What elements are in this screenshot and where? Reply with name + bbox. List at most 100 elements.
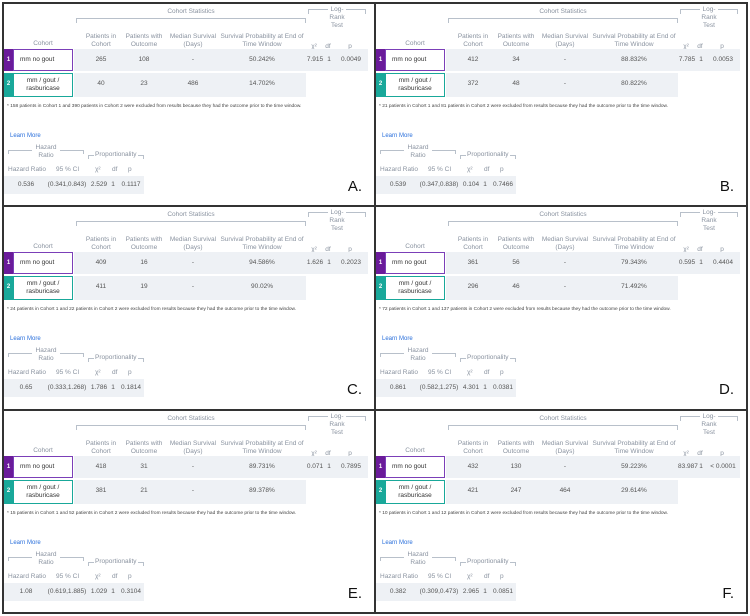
df-value: 1 (483, 384, 487, 392)
row-band-logrank (678, 49, 740, 71)
median-survival-header: Median Survival (Days) (169, 236, 217, 252)
row-band-logrank (678, 252, 740, 275)
cohort-statistics-header: Cohort Statistics (526, 414, 600, 423)
learn-more-link[interactable]: Learn More (382, 539, 413, 546)
learn-more-link[interactable]: Learn More (382, 133, 413, 139)
cohort-header: Cohort (33, 243, 53, 251)
p-value: 0.0381 (493, 384, 513, 392)
cohort-name: mm no gout (13, 49, 73, 71)
median-survival-value: - (563, 259, 567, 267)
ci-value: (0.341,0.843) (47, 181, 87, 188)
row-band (74, 49, 306, 71)
proportionality-title: Proportionality (94, 557, 138, 565)
patients-in-cohort-value: 418 (95, 462, 107, 470)
median-survival-value: - (563, 462, 567, 470)
p-header: p (500, 166, 504, 173)
patients-in-cohort-value: 432 (467, 462, 479, 470)
chi2-header: χ² (467, 166, 473, 173)
patients-with-outcome-header: Patients with Outcome (125, 439, 163, 455)
row-band (446, 276, 678, 301)
patients-in-cohort-value: 421 (467, 486, 479, 494)
hazard-ratio-title: Hazard Ratio (404, 550, 432, 567)
ci-value: (0.582,1.275) (419, 384, 459, 392)
chi2-header: χ² (467, 369, 473, 377)
hazard-ratio-value: 0.65 (19, 384, 33, 392)
p-value: < 0.0001 (710, 462, 736, 470)
exclusion-footnote: * 158 patients in Cohort 1 and 390 patie… (7, 104, 302, 109)
df-header: df (325, 43, 331, 50)
cohort-number-badge: 1 (4, 252, 13, 275)
hazard-row-band (376, 176, 516, 194)
table-header: Cohort Statistics Log-Rank Test Cohort P… (376, 209, 746, 263)
median-survival-value: - (563, 283, 567, 291)
hazard-row-band (4, 582, 144, 601)
ci-header: 95 % CI (56, 166, 80, 173)
patients-in-cohort-value: 409 (95, 259, 107, 267)
cohort-header: Cohort (405, 40, 425, 47)
row-band-logrank (306, 252, 368, 275)
patients-with-outcome-header: Patients with Outcome (497, 439, 535, 455)
row-band (74, 252, 306, 275)
proportionality-title: Proportionality (466, 151, 510, 158)
patients-with-outcome-value: 56 (512, 259, 520, 267)
row-band (74, 479, 306, 504)
hazard-ratio-title: Hazard Ratio (32, 144, 60, 160)
patients-with-outcome-header: Patients with Outcome (497, 236, 535, 252)
chi2-value: 0.071 (306, 462, 324, 470)
cohort-name: mm no gout (13, 455, 73, 478)
cohort-name: mm / gout / rasburicase (13, 479, 73, 504)
cohort-name: mm no gout (385, 455, 445, 478)
median-survival-value: 464 (559, 486, 571, 494)
chi2-header: χ² (311, 449, 317, 457)
log-rank-header: Log-Rank Test (328, 6, 346, 30)
patients-in-cohort-value: 411 (95, 283, 107, 291)
patients-in-cohort-header: Patients in Cohort (85, 236, 117, 252)
df-header: df (697, 246, 703, 254)
patients-with-outcome-value: 23 (140, 80, 148, 87)
proportionality-title: Proportionality (466, 354, 510, 362)
patients-with-outcome-value: 19 (140, 283, 148, 291)
proportionality-title: Proportionality (94, 151, 138, 158)
survival-probability-header: Survival Probability at End of Time Wind… (592, 439, 676, 455)
cohort-statistics-header: Cohort Statistics (154, 414, 228, 423)
cohort-statistics-bracket (76, 221, 306, 227)
cohort-name: mm / gout / rasburicase (385, 276, 445, 301)
cohort-header: Cohort (33, 446, 53, 454)
learn-more-link[interactable]: Learn More (10, 133, 41, 139)
patients-in-cohort-value: 40 (97, 80, 105, 87)
cohort-statistics-bracket (448, 18, 678, 23)
p-value: 0.0851 (493, 587, 513, 595)
df-value: 1 (483, 181, 487, 188)
panel-letter: F. (722, 584, 734, 602)
patients-in-cohort-value: 265 (95, 56, 107, 63)
cohort-header: Cohort (33, 40, 53, 47)
hazard-ratio-title: Hazard Ratio (32, 550, 60, 567)
learn-more-link[interactable]: Learn More (382, 336, 413, 343)
patients-in-cohort-header: Patients in Cohort (457, 236, 489, 252)
cohort-statistics-header: Cohort Statistics (154, 8, 228, 16)
proportionality-title: Proportionality (466, 557, 510, 565)
ci-header: 95 % CI (56, 369, 80, 377)
survival-probability-value: 29.614% (621, 486, 647, 494)
results-panel: Cohort Statistics Log-Rank Test Cohort P… (375, 409, 747, 613)
patients-with-outcome-value: 48 (512, 80, 520, 87)
survival-probability-value: 89.731% (249, 462, 275, 470)
panel-letter: E. (347, 584, 362, 602)
chi2-value: 2.965 (462, 587, 480, 595)
ci-value: (0.333,1.268) (47, 384, 87, 392)
patients-with-outcome-value: 21 (140, 486, 148, 494)
cohort-name: mm no gout (385, 252, 445, 275)
row-band (74, 73, 306, 97)
df-header: df (325, 449, 331, 457)
chi2-header: χ² (467, 572, 473, 580)
panel-letter: B. (719, 178, 734, 195)
log-rank-header: Log-Rank Test (700, 209, 718, 234)
p-value: 0.7895 (341, 462, 361, 470)
df-value: 1 (699, 462, 703, 470)
chi2-value: 1.029 (90, 587, 108, 595)
learn-more-link[interactable]: Learn More (10, 336, 41, 343)
learn-more-link[interactable]: Learn More (10, 539, 41, 546)
ci-header: 95 % CI (428, 572, 452, 580)
p-header: p (348, 449, 352, 457)
hazard-ratio-value: 0.382 (389, 587, 407, 595)
